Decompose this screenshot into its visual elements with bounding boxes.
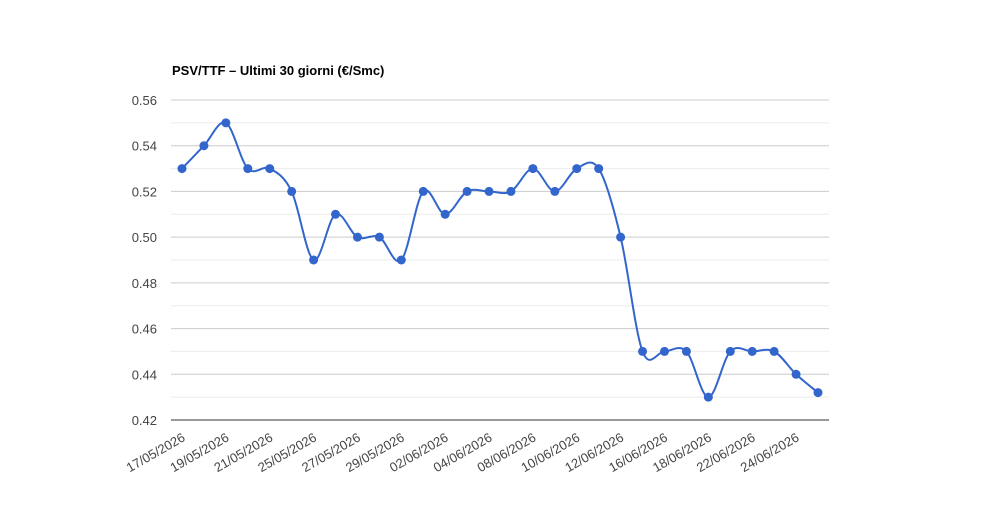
data-point — [484, 186, 494, 196]
y-tick-label: 0.50 — [132, 230, 157, 245]
data-point — [747, 346, 757, 356]
data-point — [331, 209, 341, 219]
data-point — [396, 255, 406, 265]
chart-title: PSV/TTF – Ultimi 30 giorni (€/Smc) — [172, 63, 384, 78]
data-point — [638, 346, 648, 356]
data-point — [528, 164, 538, 174]
data-point — [659, 346, 669, 356]
data-point — [199, 141, 209, 151]
data-point — [703, 392, 713, 402]
data-point — [287, 186, 297, 196]
y-tick-label: 0.44 — [132, 367, 157, 382]
data-point — [221, 118, 231, 128]
data-point — [265, 164, 275, 174]
y-tick-label: 0.56 — [132, 93, 157, 108]
data-point — [440, 209, 450, 219]
data-point — [177, 164, 187, 174]
data-point — [550, 186, 560, 196]
data-point — [462, 186, 472, 196]
y-tick-label: 0.54 — [132, 139, 157, 154]
data-point — [352, 232, 362, 242]
data-point — [572, 164, 582, 174]
data-point — [506, 186, 516, 196]
data-point — [594, 164, 604, 174]
data-point — [681, 346, 691, 356]
data-point — [616, 232, 626, 242]
data-point — [418, 186, 428, 196]
data-point — [374, 232, 384, 242]
data-point — [309, 255, 319, 265]
data-point — [769, 346, 779, 356]
y-tick-label: 0.52 — [132, 184, 157, 199]
y-tick-label: 0.42 — [132, 413, 157, 428]
data-point — [813, 388, 823, 398]
data-point — [243, 164, 253, 174]
y-tick-label: 0.48 — [132, 276, 157, 291]
data-point — [725, 346, 735, 356]
y-tick-label: 0.46 — [132, 322, 157, 337]
data-point — [791, 369, 801, 379]
